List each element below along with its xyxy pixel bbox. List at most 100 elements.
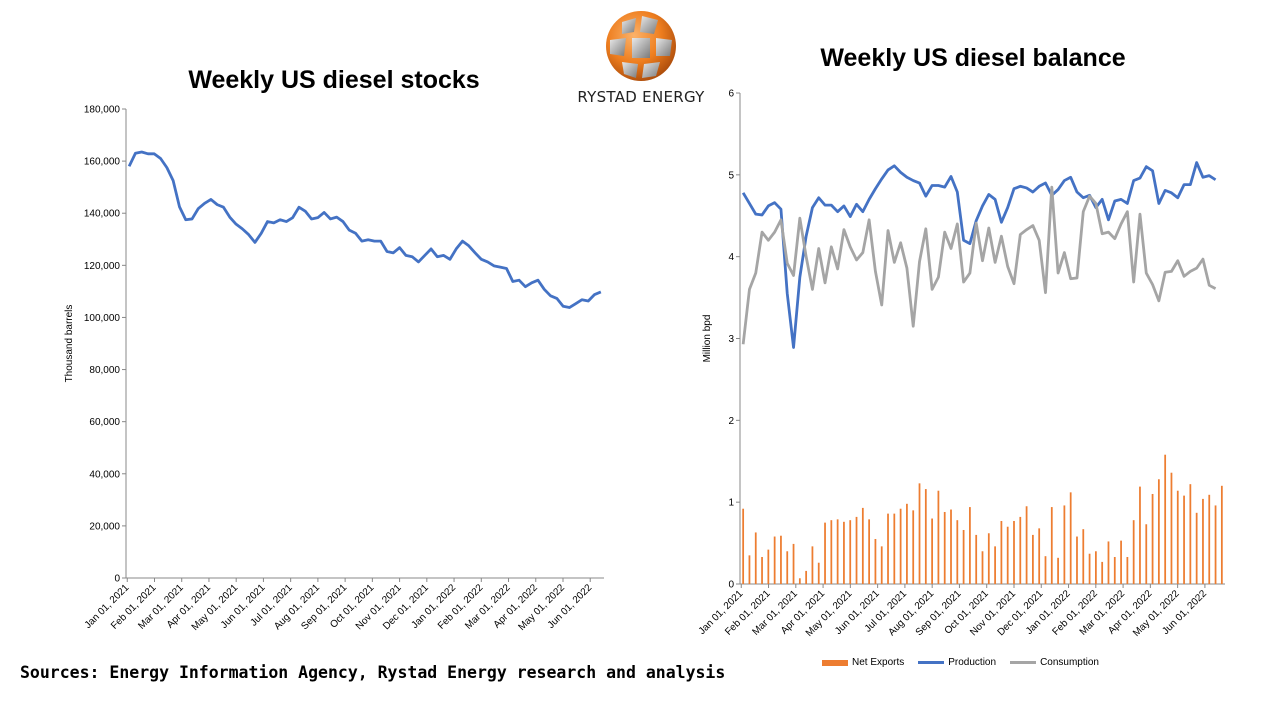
brand-name: RYSTAD ENERGY [577, 88, 705, 106]
sources-note: Sources: Energy Information Agency, Ryst… [20, 663, 726, 682]
net-exports-bar [918, 483, 921, 584]
net-exports-bar [969, 507, 971, 584]
y-tick-label: 4 [728, 252, 734, 263]
production-line [741, 161, 1217, 349]
net-exports-bar [1139, 486, 1141, 584]
y-tick-label: 140,000 [84, 209, 121, 220]
legend-label-consumption: Consumption [1040, 657, 1099, 668]
net-exports-bar [1025, 506, 1028, 584]
net-exports-bar [975, 534, 978, 584]
net-exports-bar [1063, 505, 1066, 584]
stocks-line [127, 150, 602, 309]
balance-chart-legend: Net Exports Production Consumption [822, 657, 1099, 668]
net-exports-bar [761, 556, 763, 584]
diesel-stocks-chart: 0 20,000 40,000 60,000 80,000 100,000 120,000 1… [64, 105, 604, 633]
net-exports-bar [1120, 540, 1122, 584]
y-tick-label: 180,000 [84, 105, 121, 116]
net-exports-bar [1032, 534, 1034, 584]
net-exports-bar [1113, 556, 1116, 584]
net-exports-bar [1088, 553, 1091, 584]
net-exports-bar [811, 546, 814, 584]
net-exports-bar [780, 535, 782, 584]
net-exports-bar [792, 543, 795, 584]
net-exports-bar [817, 562, 820, 584]
net-exports-bar [767, 549, 770, 584]
net-exports-bar [924, 489, 927, 584]
y-tick-label: 120,000 [84, 261, 121, 272]
net-exports-bar [887, 513, 889, 584]
y-tick-label: 40,000 [89, 469, 120, 480]
net-exports-bar [1126, 556, 1129, 584]
net-exports-bar [1101, 561, 1104, 584]
net-exports-bar [943, 511, 946, 584]
net-exports-bar [1145, 524, 1148, 584]
right-chart-title: Weekly US diesel balance [820, 44, 1126, 72]
legend-production: Production [918, 657, 996, 668]
net-exports-bar [849, 520, 852, 584]
net-exports-bar [1107, 541, 1110, 584]
net-exports-bar [962, 529, 965, 584]
legend-net-exports: Net Exports [822, 657, 904, 668]
net-exports-bar [754, 532, 757, 584]
legend-label-net-exports: Net Exports [852, 657, 905, 668]
net-exports-bar [1050, 507, 1053, 584]
consumption-line [741, 185, 1217, 345]
net-exports-bar [748, 555, 751, 584]
legend-swatch-consumption [1010, 661, 1037, 664]
y-tick-label: 3 [728, 334, 734, 345]
net-exports-bar [1094, 551, 1097, 584]
y-tick-label: 60,000 [89, 417, 120, 428]
net-exports-bar [1013, 520, 1015, 584]
net-exports-bar [1214, 505, 1217, 584]
y-tick-label: 1 [728, 498, 734, 509]
net-exports-bar [1019, 516, 1022, 584]
net-exports-bar [868, 519, 871, 584]
net-exports-bar [1195, 512, 1198, 584]
net-exports-bar [1038, 528, 1041, 584]
net-exports-bar [798, 578, 801, 584]
net-exports-bar [956, 520, 959, 584]
net-exports-bar [1157, 479, 1160, 584]
y-tick-label: 5 [728, 170, 734, 181]
net-exports-bar [1082, 529, 1085, 584]
net-exports-bar [981, 551, 984, 584]
net-exports-bar [880, 546, 883, 584]
net-exports-bar [950, 509, 952, 584]
y-tick-label: 0 [728, 580, 734, 591]
net-exports-bar [1076, 536, 1078, 584]
net-exports-bar [836, 519, 839, 584]
net-exports-bar [1044, 556, 1047, 584]
net-exports-bar [861, 507, 864, 584]
net-exports-bar [824, 522, 826, 584]
net-exports-bar [843, 521, 845, 584]
net-exports-bar [1176, 490, 1179, 584]
net-exports-bar [906, 503, 908, 584]
y-tick-label: 160,000 [84, 157, 121, 168]
net-exports-bar [1000, 520, 1003, 584]
net-exports-bar [773, 536, 776, 584]
net-exports-bar [874, 538, 877, 584]
net-exports-bar [1220, 485, 1223, 584]
net-exports-bar [1170, 472, 1173, 584]
legend-label-production: Production [948, 657, 997, 668]
net-exports-bar [1202, 498, 1204, 584]
net-exports-bar [1069, 492, 1072, 584]
y-tick-label: 0 [114, 574, 120, 585]
net-exports-bar [786, 551, 789, 584]
net-exports-bar [937, 490, 940, 584]
net-exports-bar [1132, 520, 1135, 584]
net-exports-bar [742, 508, 745, 584]
net-exports-bar [1183, 495, 1185, 584]
net-exports-bar [893, 513, 896, 584]
y-tick-label: 20,000 [89, 521, 120, 532]
y-axis-title: Million bpd [702, 315, 713, 363]
legend-swatch-production [918, 661, 945, 664]
y-tick-label: 100,000 [84, 313, 121, 324]
net-exports-bar [1006, 526, 1009, 584]
left-chart-title: Weekly US diesel stocks [188, 66, 480, 94]
net-exports-bar [931, 518, 933, 584]
net-exports-bar [1189, 484, 1192, 584]
net-exports-bar [855, 516, 858, 584]
net-exports-bar [805, 570, 808, 584]
net-exports-bar [1164, 454, 1167, 584]
